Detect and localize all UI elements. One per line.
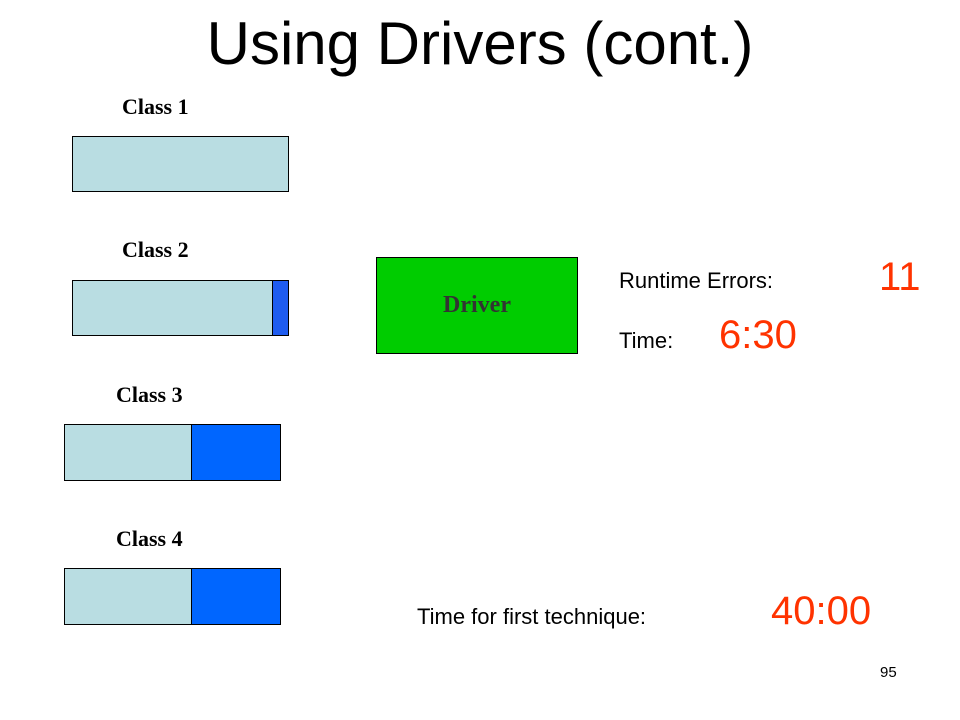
class-2-bar [72,280,289,336]
time-value: 6:30 [719,313,797,357]
class-4-bar-fill [190,569,280,624]
first-technique-value: 40:00 [771,589,872,633]
driver-box: Driver [376,257,578,354]
slide-number: 95 [880,664,897,681]
class-1-label: Class 1 [122,94,189,119]
slide-title: Using Drivers (cont.) [206,10,754,77]
driver-label: Driver [443,292,511,318]
first-technique-label: Time for first technique: [417,604,647,629]
runtime-errors-label: Runtime Errors: [619,268,774,293]
time-label: Time: [619,328,674,353]
runtime-errors-value: 11 [879,255,921,299]
class-2-label: Class 2 [122,237,189,262]
class-3-bar [64,424,281,481]
class-1-bar [72,136,289,192]
class-4-bar [64,568,281,625]
class-4-label: Class 4 [116,526,183,551]
class-3-bar-fill [190,425,280,480]
class-2-bar-fill [271,281,288,335]
class-3-label: Class 3 [116,382,183,407]
